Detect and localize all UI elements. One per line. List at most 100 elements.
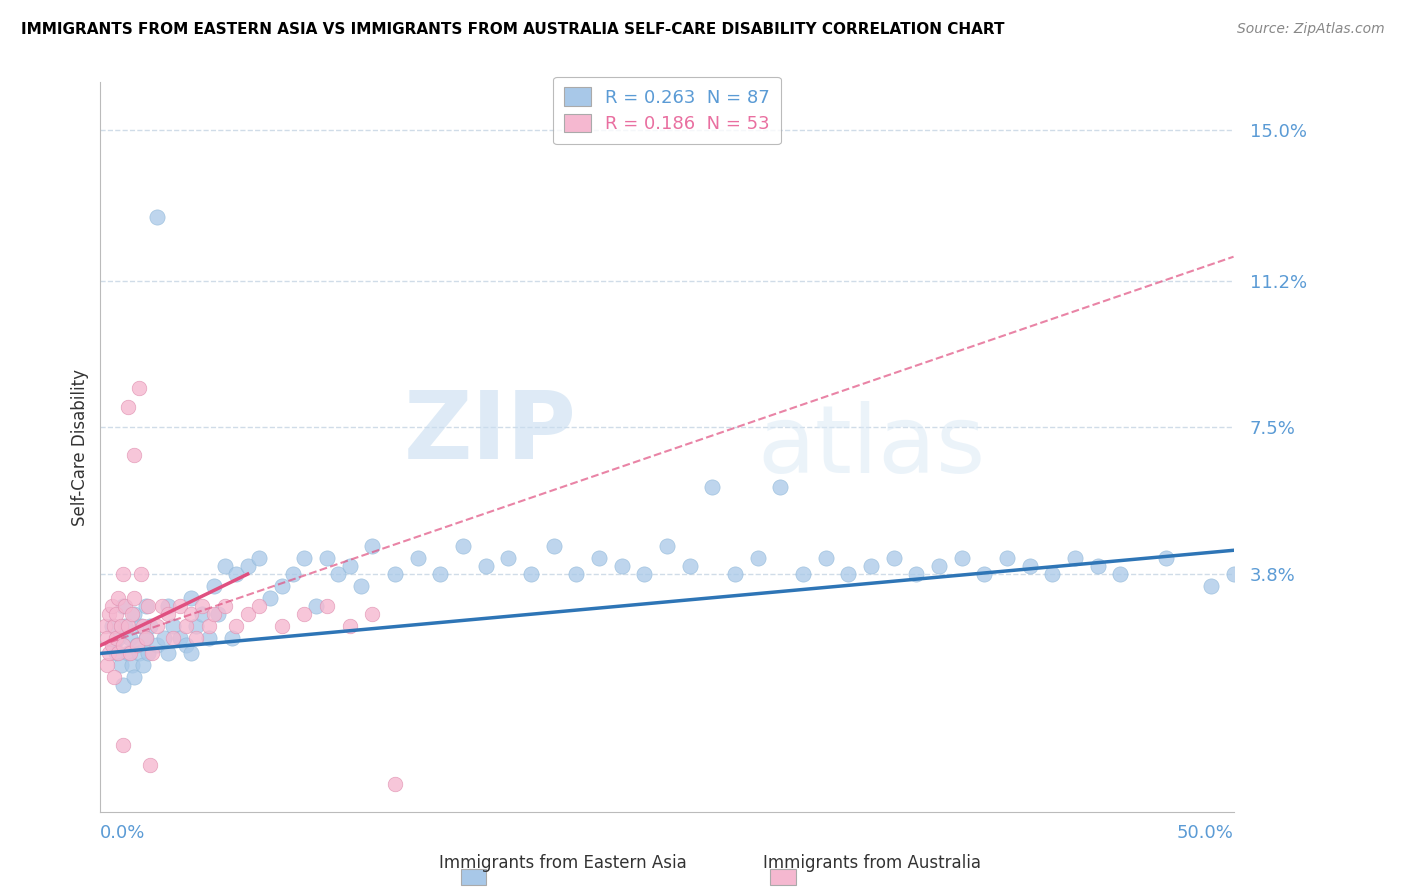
Point <box>207 607 229 621</box>
Point <box>100 618 122 632</box>
Point <box>305 599 328 613</box>
Point <box>281 567 304 582</box>
Y-axis label: Self-Care Disability: Self-Care Disability <box>72 368 89 525</box>
Point <box>474 559 496 574</box>
Point <box>451 539 474 553</box>
Point <box>141 647 163 661</box>
Point <box>198 631 221 645</box>
Point <box>103 670 125 684</box>
Point <box>214 599 236 613</box>
Point <box>316 551 339 566</box>
Point <box>162 631 184 645</box>
Text: IMMIGRANTS FROM EASTERN ASIA VS IMMIGRANTS FROM AUSTRALIA SELF-CARE DISABILITY C: IMMIGRANTS FROM EASTERN ASIA VS IMMIGRAN… <box>21 22 1005 37</box>
Point <box>105 647 128 661</box>
Point <box>1018 559 1040 574</box>
Point <box>124 670 146 684</box>
Point <box>792 567 814 582</box>
Point <box>146 618 169 632</box>
Point <box>292 551 315 566</box>
Point <box>837 567 859 582</box>
Point <box>384 567 406 582</box>
Point <box>747 551 769 566</box>
Point <box>1064 551 1087 566</box>
Point <box>136 647 159 661</box>
Point <box>702 480 724 494</box>
Point <box>94 618 117 632</box>
Point <box>1199 579 1222 593</box>
Point <box>225 618 247 632</box>
Text: Source: ZipAtlas.com: Source: ZipAtlas.com <box>1237 22 1385 37</box>
Point <box>270 618 292 632</box>
Point <box>339 618 361 632</box>
Point <box>633 567 655 582</box>
Point <box>724 567 747 582</box>
Point <box>110 618 132 632</box>
Point <box>153 631 176 645</box>
Text: Immigrants from Australia: Immigrants from Australia <box>762 855 981 872</box>
Point <box>429 567 451 582</box>
Point <box>121 658 143 673</box>
Point <box>247 599 270 613</box>
Text: atlas: atlas <box>758 401 986 493</box>
Point <box>121 607 143 621</box>
Point <box>96 658 118 673</box>
Point <box>339 559 361 574</box>
Point <box>950 551 973 566</box>
Point <box>100 639 122 653</box>
Point <box>150 599 173 613</box>
Point <box>1040 567 1063 582</box>
Point <box>111 639 134 653</box>
Point <box>132 618 155 632</box>
Text: 50.0%: 50.0% <box>1177 824 1233 842</box>
Point <box>139 618 162 632</box>
Point <box>176 639 198 653</box>
Point <box>328 567 350 582</box>
Point <box>883 551 905 566</box>
Point <box>225 567 247 582</box>
Point <box>98 647 121 661</box>
Point <box>543 539 565 553</box>
Point <box>316 599 339 613</box>
Point <box>135 631 157 645</box>
Point <box>1087 559 1109 574</box>
Point <box>292 607 315 621</box>
Point <box>105 607 128 621</box>
Text: Immigrants from Eastern Asia: Immigrants from Eastern Asia <box>439 855 686 872</box>
Point <box>107 591 129 605</box>
Point <box>114 618 136 632</box>
Point <box>146 639 169 653</box>
Point <box>588 551 610 566</box>
Point <box>498 551 520 566</box>
Point <box>361 607 384 621</box>
Point <box>247 551 270 566</box>
Point <box>139 757 162 772</box>
Point <box>905 567 928 582</box>
Point <box>110 658 132 673</box>
Point <box>270 579 292 593</box>
Point <box>157 647 180 661</box>
Point <box>124 607 146 621</box>
Point <box>191 599 214 613</box>
Point <box>259 591 281 605</box>
Point <box>118 631 141 645</box>
Point <box>610 559 633 574</box>
Point <box>214 559 236 574</box>
Point <box>132 658 155 673</box>
Point <box>520 567 543 582</box>
Point <box>135 631 157 645</box>
Point <box>111 599 134 613</box>
Point <box>859 559 882 574</box>
Point <box>103 618 125 632</box>
Point <box>98 607 121 621</box>
Point <box>191 607 214 621</box>
Point <box>129 567 152 582</box>
Point <box>128 647 150 661</box>
Point <box>124 448 146 462</box>
Point <box>928 559 950 574</box>
Point <box>157 607 180 621</box>
Point <box>180 607 202 621</box>
Point <box>111 678 134 692</box>
Point <box>124 591 146 605</box>
Point <box>162 618 184 632</box>
Point <box>169 599 191 613</box>
